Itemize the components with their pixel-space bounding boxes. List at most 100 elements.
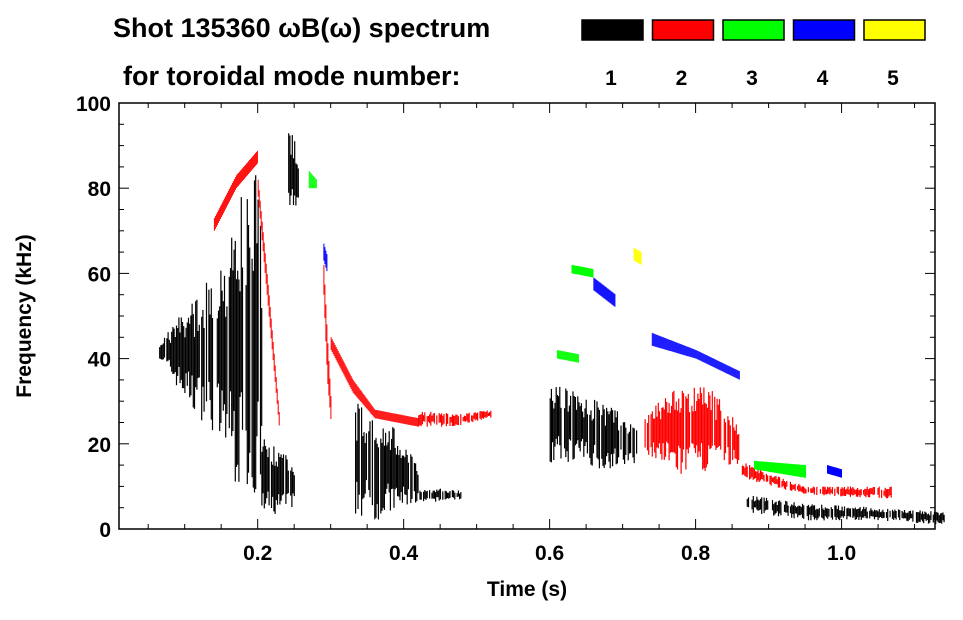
spectral-streak	[767, 461, 768, 472]
spectral-streak	[266, 274, 268, 295]
spectral-streak	[801, 503, 804, 518]
spectral-streak	[893, 511, 895, 520]
spectral-streak	[325, 304, 327, 342]
spectral-streak	[374, 440, 376, 520]
spectral-streak	[771, 462, 772, 473]
spectral-streak	[884, 487, 886, 497]
spectral-streak	[729, 366, 731, 376]
spectral-streak	[193, 336, 196, 409]
spectral-streak	[912, 510, 914, 522]
spectral-streak	[366, 399, 368, 410]
spectral-streak	[866, 511, 868, 519]
spectral-streak	[576, 354, 578, 363]
spectral-streak	[598, 281, 600, 295]
spectral-streak	[457, 490, 459, 497]
spectral-streak	[175, 325, 178, 386]
spectral-streak	[189, 323, 191, 398]
x-tick-label: 0.8	[681, 542, 711, 565]
spectral-streak	[669, 413, 671, 453]
spectral-streak	[294, 141, 296, 196]
spectral-streak	[776, 479, 778, 485]
spectral-streak	[804, 487, 806, 494]
spectral-streak	[901, 511, 903, 518]
spectral-streak	[660, 419, 662, 454]
spectral-streak	[871, 510, 873, 517]
spectral-streak	[792, 464, 793, 476]
spectral-streak	[756, 496, 758, 510]
spectral-streak	[870, 487, 872, 495]
spectral-streak	[785, 482, 787, 490]
spectral-streak	[590, 268, 592, 278]
spectral-streak	[234, 177, 236, 190]
spectral-streak	[555, 387, 557, 439]
spectral-streak	[767, 475, 769, 482]
spectral-streak	[375, 437, 377, 518]
spectral-streak	[408, 416, 410, 425]
spectral-streak	[178, 317, 180, 367]
spectral-streak	[778, 462, 779, 474]
spectral-streak	[612, 410, 614, 467]
spectral-streak	[558, 396, 560, 437]
spectral-streak	[770, 462, 771, 473]
spectral-streak	[288, 133, 290, 193]
spectral-streak	[600, 283, 602, 296]
spectral-streak	[263, 439, 265, 509]
y-tick-label: 0	[99, 519, 111, 542]
spectral-streak	[798, 483, 800, 492]
spectral-streak	[289, 135, 291, 205]
spectral-streak	[231, 183, 233, 196]
spectral-streak	[786, 463, 787, 475]
spectral-streak	[883, 512, 885, 518]
spectral-streak	[415, 463, 417, 503]
spectral-streak	[456, 493, 458, 497]
spectral-streak	[195, 301, 197, 388]
spectral-streak	[813, 487, 815, 495]
spectral-streak	[433, 413, 435, 424]
spectral-streak	[462, 417, 464, 422]
spectral-streak	[570, 395, 572, 441]
spectral-streak	[846, 508, 848, 520]
spectral-streak	[236, 174, 238, 187]
spectral-streak	[895, 511, 897, 520]
spectral-streak	[885, 489, 887, 499]
spectral-streak	[663, 337, 665, 350]
spectral-streak	[589, 268, 591, 277]
chart-subtitle: for toroidal mode number:	[123, 61, 461, 91]
spectral-streak	[807, 504, 810, 521]
spectral-streak	[235, 175, 237, 189]
spectral-streak	[681, 344, 683, 355]
spectral-streak	[250, 157, 252, 171]
spectral-streak	[416, 417, 418, 427]
spectral-streak	[409, 416, 411, 426]
spectral-streak	[792, 505, 794, 515]
spectral-streak	[857, 488, 859, 497]
spectral-streak	[699, 387, 701, 457]
spectral-streak	[839, 468, 840, 478]
spectral-streak	[202, 310, 204, 387]
spectral-streak	[752, 467, 754, 480]
spectral-streak	[654, 418, 656, 453]
spectral-streak	[426, 490, 428, 499]
spectral-streak	[480, 411, 482, 420]
spectral-streak	[755, 500, 757, 508]
spectral-streak	[575, 265, 577, 275]
spectral-streak	[833, 466, 834, 476]
spectral-streak	[254, 153, 256, 166]
spectral-streak	[759, 461, 760, 471]
spectral-streak	[757, 499, 759, 511]
spectral-streak	[161, 344, 163, 360]
spectral-streak	[432, 413, 434, 422]
spectral-streak	[163, 337, 166, 358]
spectral-streak	[813, 505, 816, 520]
spectral-streak	[897, 509, 900, 518]
spectral-streak	[567, 352, 569, 361]
spectral-streak	[465, 416, 467, 422]
mode-4-feature	[323, 243, 328, 272]
spectral-streak	[405, 415, 407, 425]
spectral-streak	[237, 270, 239, 465]
spectral-streak	[324, 284, 326, 318]
spectral-streak	[169, 342, 172, 367]
spectral-streak	[817, 509, 819, 519]
spectral-streak	[266, 449, 268, 499]
spectral-streak	[201, 316, 203, 421]
